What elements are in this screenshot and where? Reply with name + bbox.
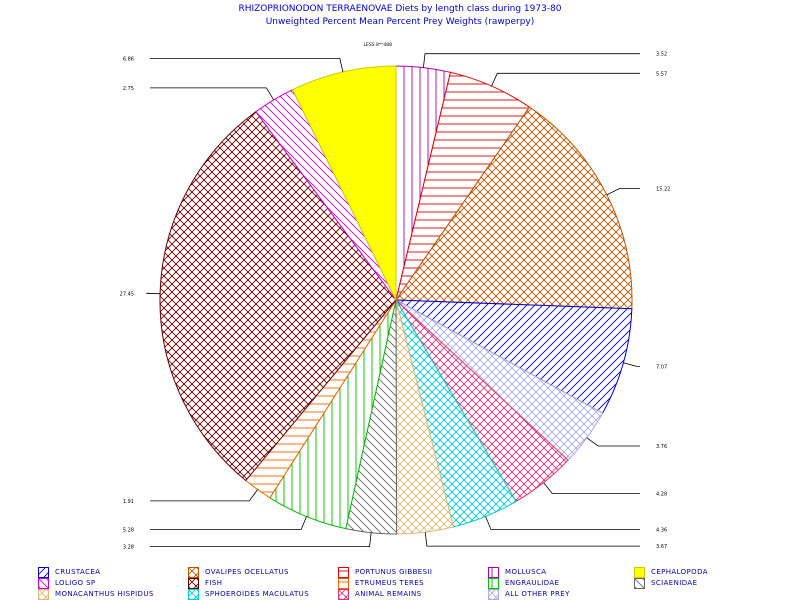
pie-slice-cephalopoda (291, 65, 397, 301)
legend-swatch-animal-remains (338, 588, 349, 600)
leader-line-portunus-gibbesii (491, 72, 640, 87)
legend-label: FISH (205, 579, 223, 587)
legend-swatch-mollusca (488, 566, 499, 578)
legend-label: CRUSTACEA (55, 568, 101, 576)
legend-label: OVALIPES OCELLATUS (205, 568, 289, 576)
leader-line-loligo-sp (150, 87, 275, 101)
legend-item-fish: FISH (188, 577, 222, 589)
pie-slices (159, 65, 633, 535)
leader-line-crustacea (623, 362, 640, 367)
leader-line-all-other-prey (586, 437, 640, 447)
legend-swatch-monacanthus-hispidus (38, 588, 49, 600)
value-label-mollusca: 3.52 (656, 52, 667, 58)
value-label-all-other-prey: 3.76 (656, 444, 667, 450)
legend-item-crustacea: CRUSTACEA (38, 566, 100, 578)
legend-item-sciaenidae: SCIAENIDAE (634, 577, 697, 589)
leader-lines (146, 53, 640, 547)
legend-label: ALL OTHER PREY (505, 590, 570, 598)
leader-line-sphoeroides-maculatus (485, 516, 640, 530)
legend-item-engraulidae: ENGRAULIDAE (488, 577, 559, 589)
leader-line-engraulidae (150, 516, 307, 530)
legend-swatch-etrumeus-teres (338, 577, 349, 589)
leader-line-sciaenidae (150, 532, 372, 547)
legend-swatch-cephalopoda (634, 566, 645, 578)
legend-swatch-ovalipes-ocellatus (188, 566, 199, 578)
value-label-animal-remains: 4.28 (656, 492, 667, 498)
legend-swatch-fish (188, 577, 199, 589)
chart-title: RHIZOPRIONODON TERRAENOVAE Diets by leng… (238, 4, 562, 14)
leader-line-monacanthus-hispidus (424, 532, 640, 547)
legend-label: PORTUNUS GIBBESII (355, 568, 433, 576)
legend-label: LOLIGO SP (55, 579, 96, 587)
leader-line-cephalopoda (150, 58, 344, 73)
legend-item-etrumeus-teres: ETRUMEUS TERES (338, 577, 424, 589)
value-label-etrumeus-teres: 1.91 (123, 499, 134, 505)
legend-swatch-portunus-gibbesii (338, 566, 349, 578)
legend-item-ovalipes-ocellatus: OVALIPES OCELLATUS (188, 566, 289, 578)
legend-label: SCIAENIDAE (651, 579, 698, 587)
value-label-cephalopoda: 6.86 (123, 56, 134, 62)
legend-swatch-engraulidae (488, 577, 499, 589)
legend-label: CEPHALOPODA (651, 568, 708, 576)
leader-line-etrumeus-teres (150, 489, 258, 502)
legend-swatch-crustacea (38, 566, 49, 578)
pie-slice-crustacea (395, 299, 633, 414)
legend-item-portunus-gibbesii: PORTUNUS GIBBESII (338, 566, 432, 578)
legend-swatch-loligo-sp (38, 577, 49, 589)
value-label-crustacea: 7.07 (656, 364, 667, 370)
legend-item-loligo-sp: LOLIGO SP (38, 577, 96, 589)
leader-line-ovalipes-ocellatus (606, 188, 640, 196)
value-label-loligo-sp: 2.75 (123, 86, 134, 92)
value-label-sphoeroides-maculatus: 4.36 (656, 527, 667, 533)
leader-line-mollusca (423, 53, 640, 68)
legend-item-animal-remains: ANIMAL REMAINS (338, 588, 422, 600)
legend-swatch-sciaenidae (634, 577, 645, 589)
value-label-fish: 27.45 (120, 291, 134, 297)
value-label-sciaenidae: 3.28 (123, 545, 134, 551)
value-label-portunus-gibbesii: 5.57 (656, 71, 667, 77)
legend-label: MOLLUSCA (505, 568, 547, 576)
leader-line-animal-remains (543, 482, 640, 495)
value-labels: 3.52 5.57 15.22 7.07 3.76 4.28 4.36 3.67 3.28 5.2… (120, 42, 671, 551)
legend-label: ETRUMEUS TERES (355, 579, 424, 587)
legend-item-cephalopoda: CEPHALOPODA (634, 566, 708, 578)
legend-item-monacanthus-hispidus: MONACANTHUS HISPIDUS (38, 588, 154, 600)
start-label: LESS 8**488 (364, 42, 393, 48)
legend-swatch-all-other-prey (488, 588, 499, 600)
legend-item-mollusca: MOLLUSCA (488, 566, 546, 578)
legend-label: SPHOEROIDES MACULATUS (205, 590, 310, 598)
legend-label: ANIMAL REMAINS (355, 590, 422, 598)
pie-slice-ovalipes-ocellatus (395, 106, 633, 310)
legend-label: ENGRAULIDAE (505, 579, 560, 587)
legend-swatch-sphoeroides-maculatus (188, 588, 199, 600)
legend-item-sphoeroides-maculatus: SPHOEROIDES MACULATUS (188, 588, 309, 600)
value-label-ovalipes-ocellatus: 15.22 (656, 187, 670, 193)
chart-subtitle: Unweighted Percent Mean Percent Prey Wei… (265, 17, 535, 27)
value-label-engraulidae: 5.28 (123, 527, 134, 533)
value-label-monacanthus-hispidus: 3.67 (656, 544, 667, 550)
legend-item-all-other-prey: ALL OTHER PREY (488, 588, 570, 600)
title-block: RHIZOPRIONODON TERRAENOVAE Diets by leng… (0, 3, 800, 29)
legend-label: MONACANTHUS HISPIDUS (55, 590, 154, 598)
